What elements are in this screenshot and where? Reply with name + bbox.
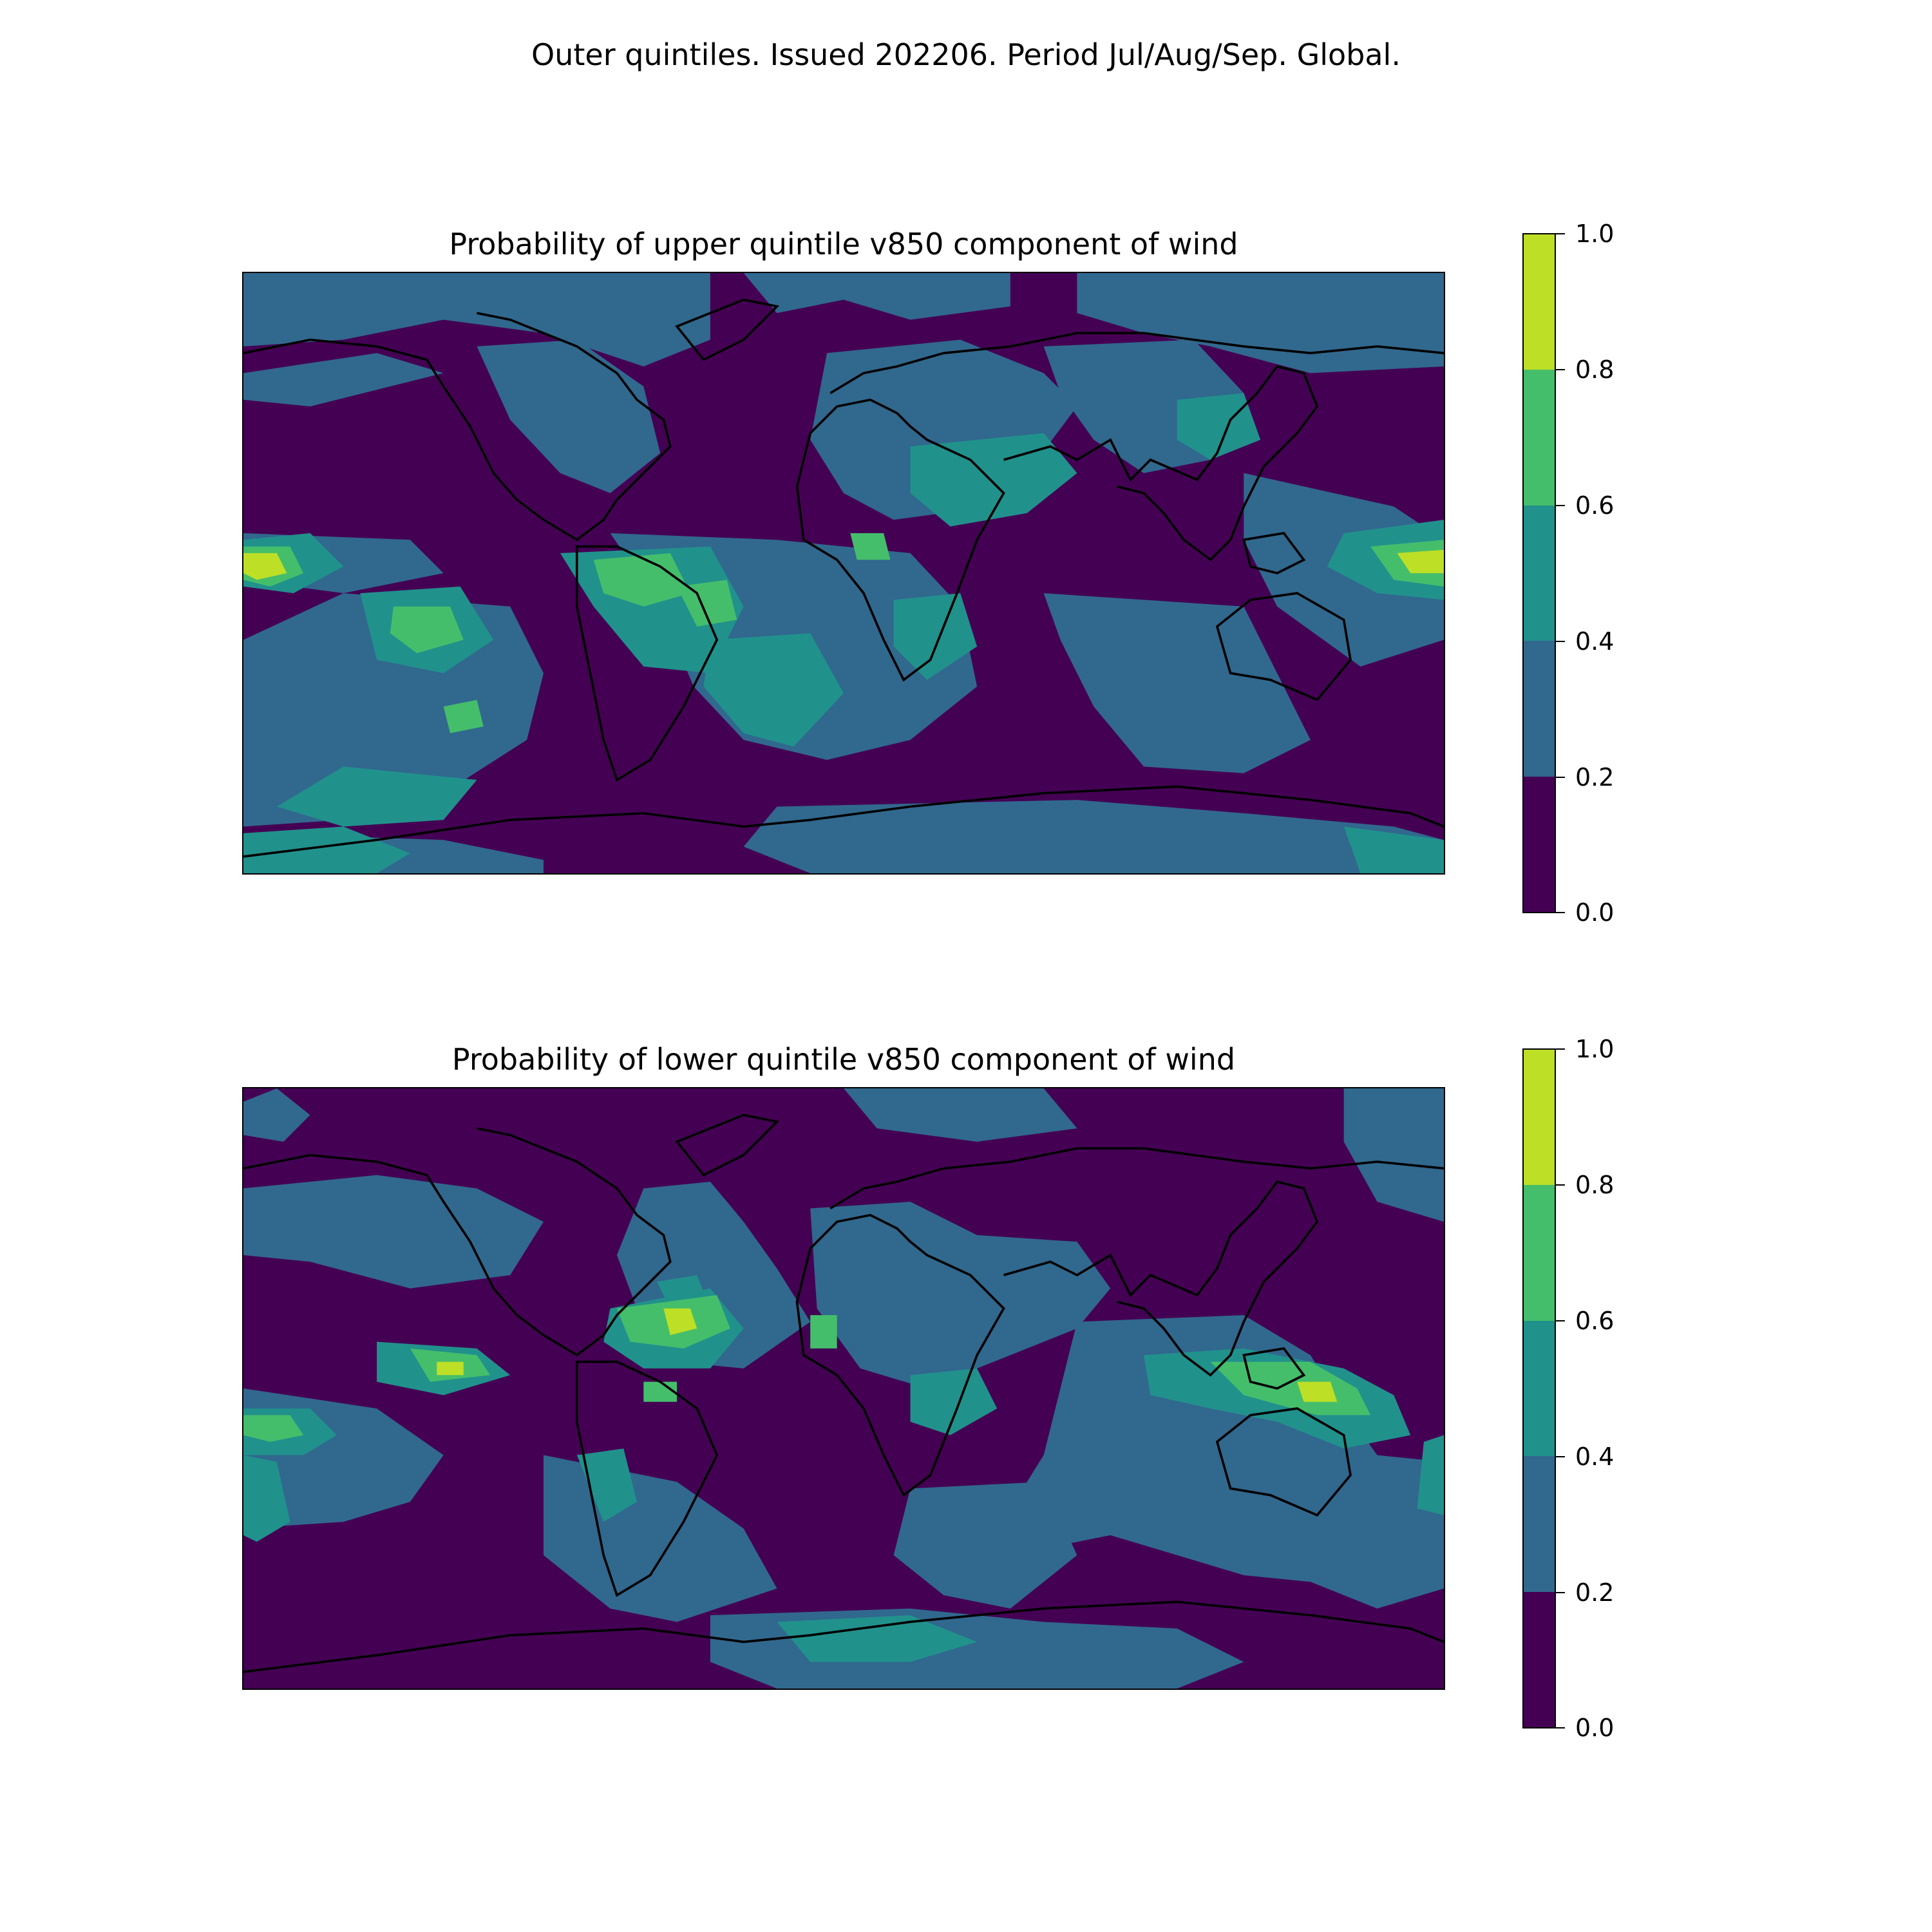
lower-colorbar-label: 0.4 (1575, 1443, 1615, 1471)
upper-panel-title: Probability of upper quintile v850 compo… (449, 227, 1238, 261)
upper-colorbar-bin-0.6-0.8 (1524, 370, 1555, 506)
lower-colorbar-bin-0.8-1.0 (1524, 1050, 1555, 1186)
upper-colorbar-label: 1.0 (1575, 220, 1615, 248)
upper-colorbar-label: 0.2 (1575, 763, 1615, 791)
lower-colorbar-bin-0.0-0.2 (1524, 1591, 1555, 1727)
lower-colorbar-tick (1556, 1727, 1565, 1728)
upper-level-0.6-0.8 (243, 533, 1444, 734)
lower-colorbar-label: 0.8 (1575, 1171, 1615, 1199)
upper-colorbar-label: 0.6 (1575, 491, 1615, 520)
lower-colorbar-bin-0.2-0.4 (1524, 1456, 1555, 1592)
lower-colorbar-label: 0.2 (1575, 1578, 1615, 1607)
upper-quintile-map (242, 272, 1445, 875)
upper-level-0.8-1.0 (243, 549, 1444, 580)
lower-colorbar-bin-0.4-0.6 (1524, 1320, 1555, 1457)
lower-panel-title: Probability of lower quintile v850 compo… (451, 1042, 1236, 1077)
upper-colorbar-tick (1556, 369, 1565, 370)
upper-colorbar-tick (1556, 912, 1565, 913)
lower-colorbar-bin-0.6-0.8 (1524, 1185, 1555, 1321)
lower-colorbar-label: 0.0 (1575, 1714, 1615, 1742)
upper-colorbar-label: 0.8 (1575, 355, 1615, 384)
lower-colorbar-tick (1556, 1048, 1565, 1050)
upper-colorbar-label: 0.4 (1575, 627, 1615, 656)
lower-quintile-map (242, 1087, 1445, 1690)
lower-level-0.8-1.0 (437, 1308, 1338, 1402)
upper-colorbar-label: 0.0 (1575, 898, 1615, 927)
upper-colorbar (1522, 233, 1556, 913)
lower-coastlines (243, 1113, 1444, 1673)
upper-colorbar-tick (1556, 505, 1565, 506)
upper-colorbar-bin-0.4-0.6 (1524, 505, 1555, 641)
lower-colorbar-label: 0.6 (1575, 1307, 1615, 1335)
lower-colorbar-tick (1556, 1456, 1565, 1457)
upper-map-svg (243, 273, 1444, 873)
upper-colorbar-bin-0.0-0.2 (1524, 776, 1555, 912)
lower-colorbar (1522, 1048, 1556, 1728)
upper-colorbar-tick (1556, 641, 1565, 642)
upper-colorbar-tick (1556, 233, 1565, 234)
upper-colorbar-tick (1556, 777, 1565, 778)
lower-map-svg (243, 1088, 1444, 1689)
upper-colorbar-bin-0.2-0.4 (1524, 641, 1555, 777)
lower-colorbar-tick (1556, 1320, 1565, 1321)
upper-colorbar-bin-0.8-1.0 (1524, 234, 1555, 370)
lower-colorbar-tick (1556, 1592, 1565, 1593)
upper-coastlines (243, 298, 1444, 858)
lower-colorbar-label: 1.0 (1575, 1035, 1615, 1063)
figure-title: Outer quintiles. Issued 202206. Period J… (531, 37, 1401, 72)
lower-colorbar-tick (1556, 1184, 1565, 1186)
